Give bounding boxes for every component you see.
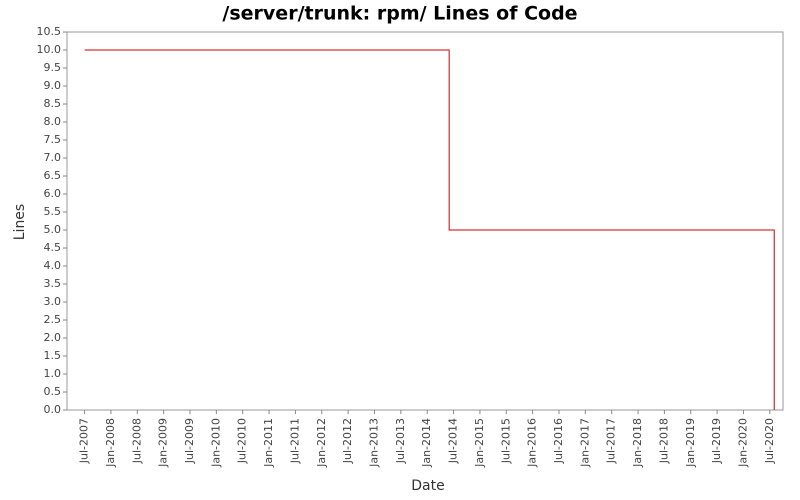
y-tick-label: 9.0	[44, 79, 62, 92]
y-tick-label: 7.0	[44, 151, 62, 164]
x-tick-label: Jul-2009	[183, 418, 196, 464]
y-tick-label: 8.0	[44, 115, 62, 128]
x-tick-label: Jan-2018	[631, 418, 644, 468]
x-tick-label: Jul-2008	[130, 418, 143, 464]
y-tick-label: 5.5	[44, 205, 62, 218]
x-tick-label: Jan-2015	[473, 418, 486, 468]
x-tick-label: Jan-2014	[420, 418, 433, 468]
y-tick-label: 5.0	[44, 223, 62, 236]
y-tick-label: 3.5	[44, 277, 62, 290]
y-tick-label: 10.5	[37, 25, 62, 38]
x-tick-label: Jan-2011	[262, 418, 275, 468]
y-tick-label: 2.5	[44, 313, 62, 326]
y-tick-label: 0.0	[44, 403, 62, 416]
y-tick-label: 10.0	[37, 43, 62, 56]
x-tick-label: Jan-2010	[209, 418, 222, 468]
y-tick-label: 6.0	[44, 187, 62, 200]
x-tick-label: Jul-2019	[710, 418, 723, 464]
chart-title: /server/trunk: rpm/ Lines of Code	[222, 3, 577, 25]
x-tick-label: Jul-2013	[394, 418, 407, 464]
x-tick-label: Jul-2012	[341, 418, 354, 464]
x-tick-label: Jul-2011	[288, 418, 301, 464]
x-tick-label: Jan-2013	[367, 418, 380, 468]
x-tick-label: Jul-2014	[447, 418, 460, 464]
series-line	[84, 49, 775, 410]
y-tick-label: 3.0	[44, 295, 62, 308]
y-tick-label: 2.0	[44, 331, 62, 344]
x-tick-label: Jul-2017	[605, 418, 618, 464]
y-tick-label: 8.5	[44, 97, 62, 110]
x-tick-label: Jan-2017	[578, 418, 591, 468]
x-tick-label: Jan-2012	[315, 418, 328, 468]
x-tick-label: Jul-2010	[236, 418, 249, 464]
y-tick-label: 9.5	[44, 61, 62, 74]
x-tick-label: Jan-2009	[157, 418, 170, 468]
x-tick-label: Jul-2018	[657, 418, 670, 464]
y-tick-label: 6.5	[44, 169, 62, 182]
y-tick-label: 7.5	[44, 133, 62, 146]
x-tick-label: Jul-2016	[552, 418, 565, 464]
y-tick-label: 1.0	[44, 367, 62, 380]
x-tick-label: Jul-2020	[763, 418, 776, 464]
plot-area	[66, 31, 784, 411]
y-tick-label: 4.5	[44, 241, 62, 254]
y-axis-title: Lines	[12, 204, 28, 240]
x-tick-label: Jan-2016	[526, 418, 539, 468]
y-tick-label: 4.0	[44, 259, 62, 272]
x-tick-label: Jan-2008	[104, 418, 117, 468]
y-tick-label: 1.5	[44, 349, 62, 362]
x-tick-label: Jul-2015	[499, 418, 512, 464]
x-tick-label: Jul-2007	[78, 418, 91, 464]
x-tick-label: Jan-2020	[736, 418, 749, 468]
x-axis-title: Date	[411, 478, 444, 494]
x-tick-label: Jan-2019	[684, 418, 697, 468]
y-tick-label: 0.5	[44, 385, 62, 398]
